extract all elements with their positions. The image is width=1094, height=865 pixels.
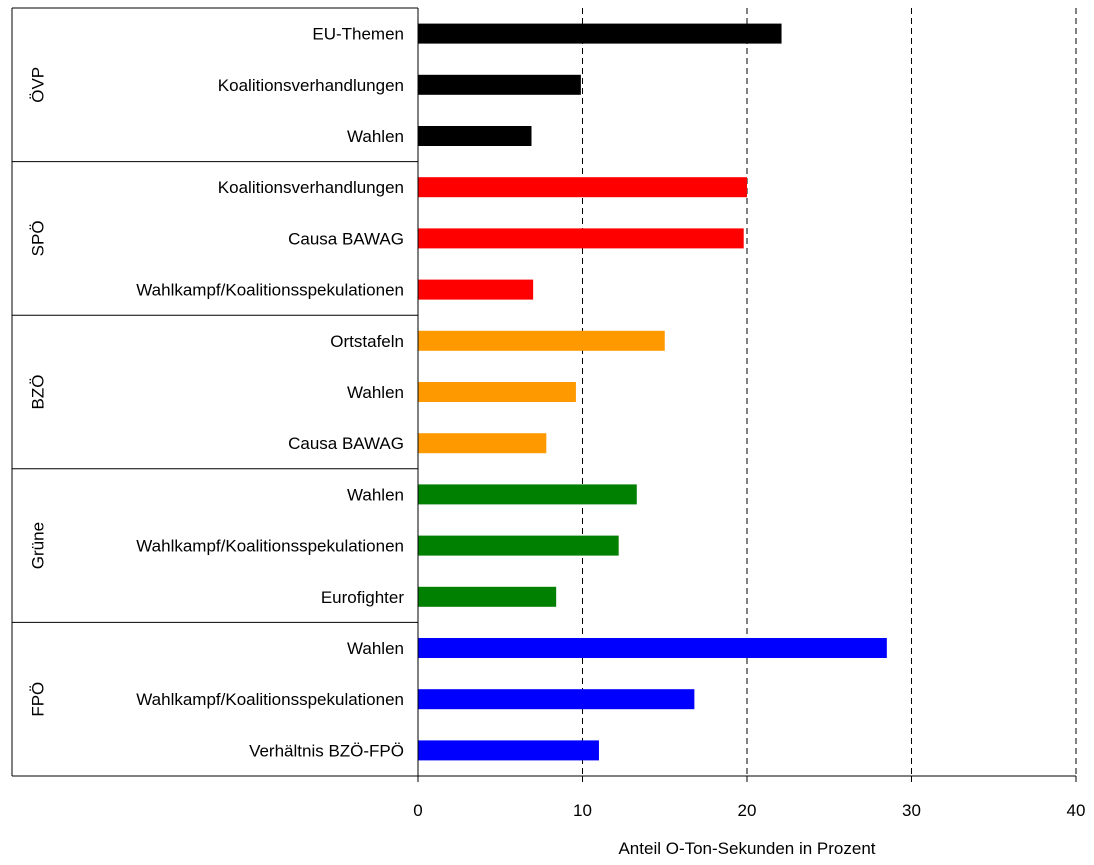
bar-5-3 xyxy=(418,740,599,761)
category-label: Causa BAWAG xyxy=(288,434,404,453)
category-labels: EU-Themen Koalitionsverhandlungen Wahlen Ko… xyxy=(136,25,404,761)
bar-5-1 xyxy=(418,638,887,658)
category-label: Wahlen xyxy=(347,127,404,146)
category-label: Wahlen xyxy=(347,639,404,658)
x-tick-label: 40 xyxy=(1067,801,1086,820)
group-label: ÖVP xyxy=(29,67,48,103)
group-label: BZÖ xyxy=(29,375,48,410)
category-label: Koalitionsverhandlungen xyxy=(218,76,404,95)
x-tick-label: 20 xyxy=(738,801,757,820)
bar-4-2 xyxy=(418,535,619,556)
bar-5-2 xyxy=(418,689,695,710)
x-tick-label: 30 xyxy=(902,801,921,820)
category-label: Wahlen xyxy=(347,485,404,504)
x-tick-labels: 0 10 20 30 40 xyxy=(413,801,1085,820)
category-label: Verhältnis BZÖ-FPÖ xyxy=(249,741,404,760)
bar-2-3 xyxy=(418,279,534,300)
category-label: Eurofighter xyxy=(321,588,404,607)
axes xyxy=(11,7,1077,782)
bar-2-1 xyxy=(418,177,747,198)
category-label: Causa BAWAG xyxy=(288,229,404,248)
x-axis-label: Anteil O-Ton-Sekunden in Prozent xyxy=(618,839,875,858)
bar-2-2 xyxy=(418,228,744,249)
bar-3-3 xyxy=(418,433,547,454)
category-label: Wahlkampf/Koalitionsspekulationen xyxy=(136,537,404,556)
bar-1-3 xyxy=(418,126,532,146)
bar-1-2 xyxy=(418,74,581,95)
group-label: FPÖ xyxy=(29,682,48,717)
grid-lines xyxy=(582,8,1077,776)
group-label: Grüne xyxy=(29,522,48,569)
category-label: Ortstafeln xyxy=(330,332,404,351)
category-label: Wahlen xyxy=(347,383,404,402)
category-label: Koalitionsverhandlungen xyxy=(218,178,404,197)
category-label: Wahlkampf/Koalitionsspekulationen xyxy=(136,690,404,709)
bars xyxy=(418,23,887,761)
group-labels: ÖVP SPÖ BZÖ Grüne FPÖ xyxy=(29,67,48,717)
bar-1-1 xyxy=(418,23,782,44)
x-tick-label: 10 xyxy=(573,801,592,820)
bar-3-1 xyxy=(418,330,665,351)
x-tick-label: 0 xyxy=(413,801,422,820)
bar-4-3 xyxy=(418,586,557,607)
group-label: SPÖ xyxy=(29,220,48,256)
bar-4-1 xyxy=(418,484,637,505)
category-label: EU-Themen xyxy=(312,25,404,44)
category-label: Wahlkampf/Koalitionsspekulationen xyxy=(136,281,404,300)
bar-3-2 xyxy=(418,382,576,402)
